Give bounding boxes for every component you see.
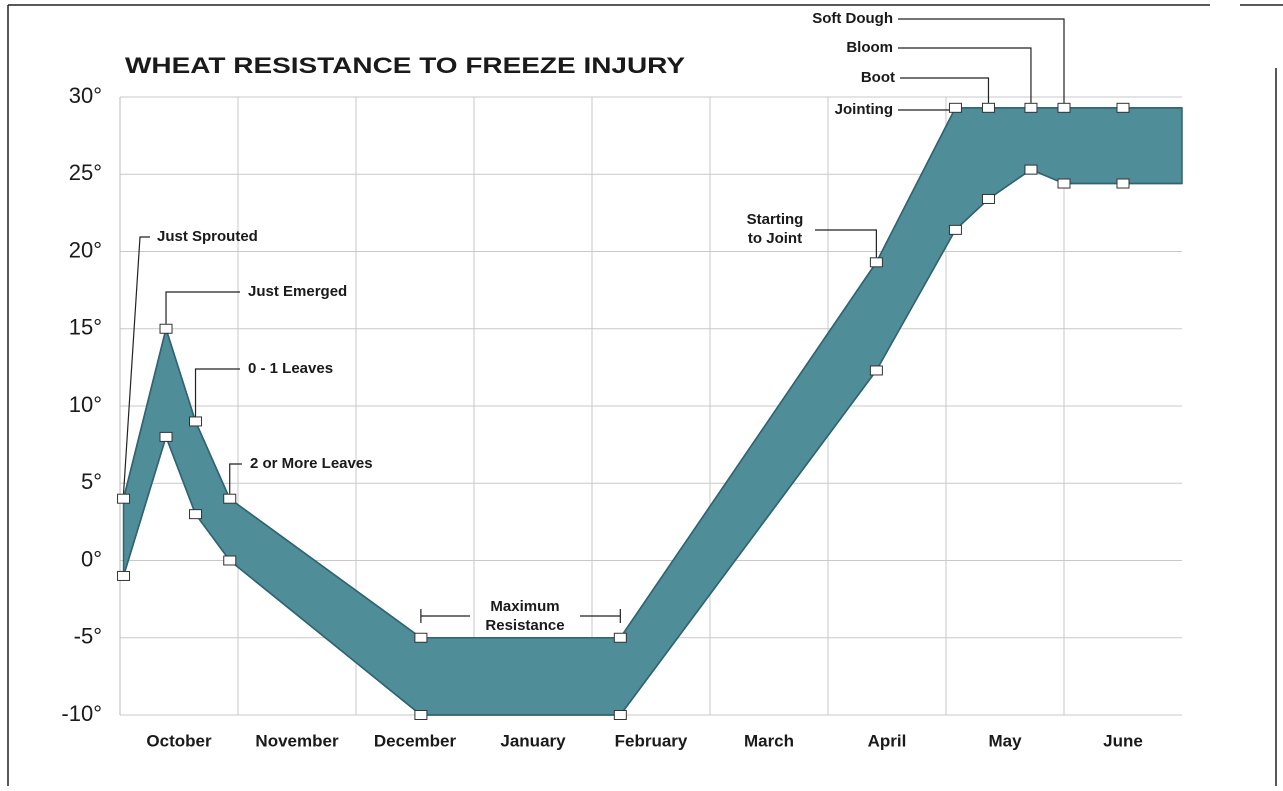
point-marker [159,431,173,442]
point-marker [159,323,173,334]
point-marker [189,509,203,520]
x-tick-label: June [1103,731,1143,750]
point-marker [117,570,131,581]
x-tick-label: October [146,731,212,750]
point-marker [948,224,962,235]
annotation: Jointing [835,101,893,118]
annotation-leader [194,368,240,417]
chart-title: WHEAT RESISTANCE TO FREEZE INJURY [125,53,685,78]
annotation: Resistance [485,617,564,634]
point-marker [117,493,131,504]
y-tick-label: 30° [69,83,102,108]
y-tick-label: 25° [69,160,102,185]
labels: 30° 25° 20° 15° 10° 5° 0° -5° -10° October Novembe… [61,10,1142,751]
point-marker [981,102,995,113]
x-tick-label: December [374,731,457,750]
annotation-leader [900,77,990,103]
point-marker [1057,102,1071,113]
annotation-leader [122,236,150,494]
point-marker [1057,178,1071,189]
annotation: Just Emerged [248,283,347,300]
y-tick-label: 15° [69,315,102,340]
point-marker [948,102,962,113]
annotation: 2 or More Leaves [250,455,373,472]
y-tick-label: 20° [69,237,102,262]
point-marker [1116,102,1130,113]
x-tick-label: January [500,731,566,750]
point-marker [613,632,627,643]
annotation-leader [898,47,1032,103]
y-tick-label: 10° [69,392,102,417]
point-marker [223,555,237,566]
band [122,107,1183,716]
annotation: Bloom [846,39,893,56]
point-marker [869,365,883,376]
annotation: Maximum [490,598,559,615]
point-marker [1024,164,1038,175]
x-tick-label: May [988,731,1022,750]
x-tick-label: November [255,731,339,750]
y-tick-label: 0° [81,546,102,571]
x-tick-label: March [744,731,794,750]
annotation: Soft Dough [812,10,893,27]
point-marker [414,710,428,720]
x-tick-label: April [868,731,907,750]
y-tick-label: 5° [81,469,102,494]
annotation-leader [815,229,877,258]
point-marker [414,632,428,643]
annotation: 0 - 1 Leaves [248,360,333,377]
point-marker [189,416,203,427]
point-marker [869,257,883,268]
point-marker [223,493,237,504]
annotation-leader [420,609,621,623]
point-marker [613,710,627,720]
point-marker [981,193,995,204]
point-marker [1116,178,1130,189]
annotation-leader [165,291,240,324]
annotation: to Joint [748,230,802,247]
y-tick-label: -5° [74,624,102,649]
annotation-leader [898,18,1065,103]
plot [117,102,1183,720]
x-tick-label: February [615,731,688,750]
point-marker [1024,102,1038,113]
annotation: Boot [861,69,895,86]
y-tick-label: -10° [61,701,102,726]
annotation: Starting [747,211,804,228]
annotation: Just Sprouted [157,228,258,245]
annotation-leader [229,463,242,494]
